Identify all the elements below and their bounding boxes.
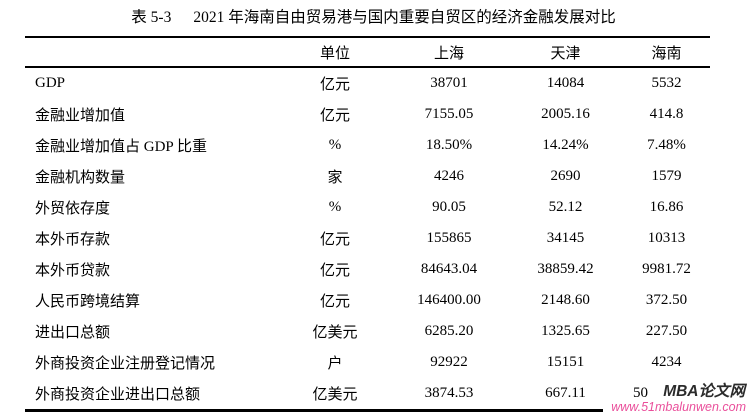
table-cell: 亿元 [319,77,350,93]
table-cell: 4234 [651,354,682,370]
table-cell: 亿元 [319,263,350,279]
table-row: 本外币贷款 亿元 84643.04 38859.42 9981.72 [25,254,710,285]
table-cell: 667.11 [545,385,586,401]
table-cell: 家 [327,170,343,186]
table-row: 外商投资企业注册登记情况 户 92922 15151 4234 [25,347,710,378]
row-label: 进出口总额 [35,325,111,341]
table-cell: 16.86 [649,199,684,215]
table-cell: 372.50 [645,292,688,308]
table-row: 金融业增加值占 GDP 比重% 18.50% 14.24% 7.48% [25,130,710,161]
table-cell: 亿元 [319,294,350,310]
table-row: 外贸依存度% 90.05 52.12 16.86 [25,192,710,223]
table-cell: 38859.42 [537,261,594,277]
watermark-url: www.51mbalunwen.com [603,400,747,416]
row-label: 金融业增加值 [35,108,126,124]
table-cell: 34145 [546,230,585,246]
column-header: 天津 [550,45,581,62]
table-cell: 1325.65 [541,323,590,339]
watermark-brand: MBA论文网 [663,383,745,400]
table-cell: 亿元 [319,232,350,248]
table-cell: 亿美元 [312,387,358,403]
row-label: 金融机构数量 [35,170,126,186]
row-label: 人民币跨境结算 [35,294,141,310]
table-caption: 表 5-3 2021 年海南自由贸易港与国内重要自贸区的经济金融发展对比 [0,7,747,29]
table-cell: 227.50 [645,323,688,339]
table-cell: 7155.05 [424,106,474,122]
table-cell: 18.50% [425,137,473,153]
table-cell: 5532 [651,75,682,91]
table-cell: 84643.04 [420,261,478,277]
table-cell: 14084 [546,75,585,91]
column-header: 单位 [319,45,350,62]
table-cell: 亿元 [319,108,350,124]
row-label: 本外币存款 [35,232,111,248]
row-label: 本外币贷款 [35,263,111,279]
table-row: 金融机构数量 家 4246 2690 1579 [25,161,710,192]
table-cell: 亿美元 [312,325,358,341]
table-cell: 2005.16 [541,106,590,122]
table-cell: 92922 [430,354,468,370]
row-label: 外商投资企业注册登记情况 [35,356,216,372]
column-header: 上海 [433,45,464,62]
table-cell: 4246 [434,168,464,184]
row-label: 外贸依存度 [35,201,111,217]
table-title: 2021 年海南自由贸易港与国内重要自贸区的经济金融发展对比 [193,9,616,26]
table-row: 本外币存款 亿元 155865 34145 10313 [25,223,710,254]
watermark: MBA论文网 www.51mbalunwen.com [603,383,747,416]
table-cell: 6285.20 [424,323,474,339]
data-table: 单位 上海 天津 海南 GDP 亿元 38701 14084 5532 金融业增加值 亿元 7155… [25,36,710,412]
table-cell: % [328,137,342,153]
table-row: 金融业增加值 亿元 7155.05 2005.16 414.8 [25,99,710,130]
table-cell: 10313 [647,230,686,246]
row-label: 外商投资企业进出口总额 [35,387,201,403]
table-row: 外商投资企业进出口总额 亿美元 3874.53 667.11 50 [25,378,710,409]
table-cell: 户 [327,356,343,372]
row-label: 金融业增加值占 GDP 比重 [35,139,207,155]
table-cell: 50 [633,385,648,401]
table-cell: 414.8 [649,106,684,122]
table-header-row: 单位 上海 天津 海南 [25,38,710,68]
table-row: 进出口总额 亿美元 6285.20 1325.65 227.50 [25,316,710,347]
table-cell: 15151 [546,354,585,370]
table-cell: 9981.72 [642,261,691,277]
table-number: 表 5-3 [131,9,172,26]
table-cell: 155865 [426,230,472,246]
table-cell: 1579 [651,168,682,184]
table-row: 人民币跨境结算 亿元 146400.00 2148.60 372.50 [25,285,710,316]
table-cell: 38701 [430,75,468,91]
table-body: GDP 亿元 38701 14084 5532 金融业增加值 亿元 7155.05 2005.1… [25,68,710,409]
table-cell: 90.05 [432,199,466,215]
column-header: 海南 [651,45,682,62]
table-row: GDP 亿元 38701 14084 5532 [25,68,710,99]
table-cell: 3874.53 [424,385,474,401]
table-cell: 2148.60 [541,292,590,308]
table-cell: % [328,199,342,215]
table-cell: 146400.00 [417,292,481,308]
table-cell: 7.48% [647,137,686,153]
table-cell: 14.24% [542,137,589,153]
table-cell: 2690 [550,168,581,184]
row-label: GDP [35,75,66,91]
table-cell: 52.12 [548,199,583,215]
